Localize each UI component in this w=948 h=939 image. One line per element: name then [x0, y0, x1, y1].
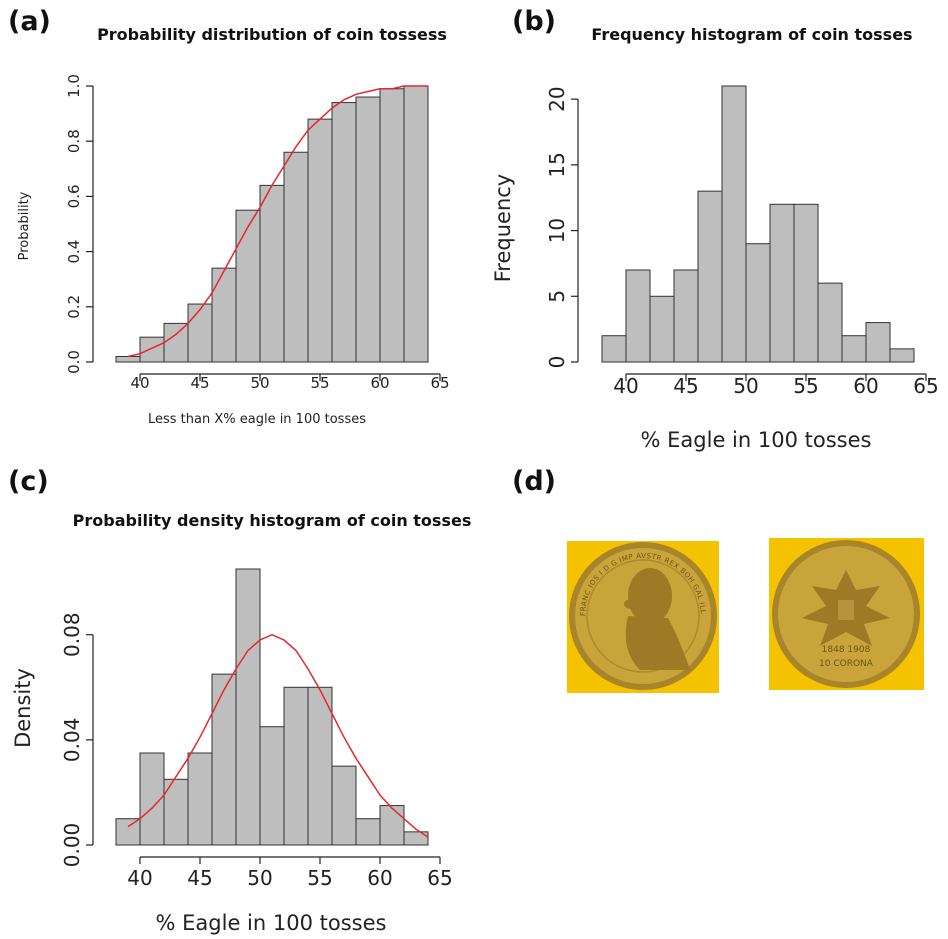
chart-a-x-tick-label: 40	[130, 374, 149, 392]
chart-a-bar	[235, 209, 261, 363]
chart-b-bar	[841, 335, 867, 363]
chart-a-x-tick-label: 50	[250, 374, 269, 392]
chart-b-bar	[625, 269, 651, 363]
chart-a-x-tick-label: 60	[370, 374, 389, 392]
chart-a-bar	[379, 88, 405, 363]
chart-a-y-tick-label: 1.0	[65, 74, 83, 98]
chart-b-y-tick-label: 20	[545, 86, 569, 111]
chart-c-fit-curve	[127, 633, 429, 838]
coin-portrait-icon	[624, 568, 690, 670]
chart-a-fit-curve	[127, 85, 428, 358]
chart-b-x-tick-label: 60	[853, 374, 878, 398]
chart-b-bar	[649, 295, 675, 363]
coin-right-image: 1848 1908 10 CORONA	[769, 538, 924, 690]
chart-a-bar	[259, 184, 285, 363]
chart-c-y-tick-label: 0.00	[60, 823, 84, 868]
chart-c-x-tick-label: 50	[247, 866, 272, 890]
chart-c-y-tick-label: 0.08	[60, 612, 84, 657]
chart-c-bar	[115, 818, 141, 846]
chart-c-x-tick-label: 45	[187, 866, 212, 890]
panel-label-c: (c)	[8, 466, 49, 497]
chart-c-density-histogram: Probability density histogram of coin to…	[11, 511, 471, 935]
chart-a-bar	[355, 96, 381, 363]
chart-b-bar	[865, 322, 891, 363]
chart-b-bar	[601, 335, 627, 363]
chart-a-title: Probability distribution of coin tossess	[97, 25, 447, 44]
chart-c-bar	[211, 673, 237, 846]
chart-c-bar	[331, 765, 357, 846]
chart-b-ylabel: Frequency	[491, 174, 515, 283]
chart-b-bar	[697, 190, 723, 363]
chart-c-bar	[403, 831, 429, 846]
chart-a-x-tick-label: 45	[190, 374, 209, 392]
chart-b-y-tick-label: 15	[545, 152, 569, 177]
chart-a-y-tick-label: 0.2	[65, 295, 83, 319]
chart-a-bar	[403, 85, 429, 363]
chart-b-bar	[745, 243, 771, 363]
panel-label-b: (b)	[512, 6, 556, 37]
chart-b-bar	[673, 269, 699, 363]
panel-label-a: (a)	[8, 6, 51, 37]
coin-left-inner-ring	[586, 559, 700, 673]
chart-c-x-tick-label: 55	[307, 866, 332, 890]
chart-a-x-tick-label: 65	[430, 374, 449, 392]
coin-right-years: 1848 1908	[822, 645, 871, 655]
chart-c-bar	[283, 686, 309, 846]
chart-b-y-tick-label: 0	[545, 356, 569, 369]
chart-a-y-tick-label: 0.8	[65, 129, 83, 153]
chart-a-y-tick-label: 0.0	[65, 350, 83, 374]
chart-a-bar	[331, 102, 357, 363]
chart-a-ylabel: Probability	[17, 191, 32, 260]
chart-a-bar	[163, 322, 189, 363]
chart-b-y-tick-label: 10	[545, 218, 569, 243]
chart-a-bar	[115, 355, 141, 363]
chart-c-x-tick-label: 65	[427, 866, 452, 890]
panel-label-d: (d)	[512, 466, 556, 497]
chart-b-frequency-histogram: Frequency histogram of coin tosses Frequ…	[491, 25, 939, 452]
chart-a-bar	[283, 151, 309, 363]
chart-b-x-tick-label: 65	[913, 374, 938, 398]
chart-c-bar	[259, 726, 285, 846]
chart-b-x-tick-label: 45	[673, 374, 698, 398]
chart-c-bar	[187, 752, 213, 846]
chart-c-xlabel: % Eagle in 100 tosses	[156, 911, 387, 935]
chart-b-xlabel: % Eagle in 100 tosses	[641, 428, 872, 452]
chart-b-bar	[793, 203, 819, 363]
chart-a-xlabel: Less than X% eagle in 100 tosses	[148, 412, 366, 427]
chart-a-probability-distribution: Probability distribution of coin tossess…	[17, 25, 450, 427]
chart-a-y-tick-label: 0.4	[65, 240, 83, 264]
chart-c-bar	[355, 818, 381, 846]
chart-c-x-tick-label: 40	[127, 866, 152, 890]
coin-eagle-icon	[802, 570, 890, 646]
chart-c-ylabel: Density	[11, 668, 35, 748]
chart-c-bar	[235, 568, 261, 846]
chart-c-bar	[379, 805, 405, 846]
chart-c-bar	[307, 686, 333, 846]
chart-a-bar	[211, 267, 237, 363]
chart-b-bar	[769, 203, 795, 363]
coin-right-denomination: 10 CORONA	[819, 659, 874, 669]
chart-c-x-tick-label: 60	[367, 866, 392, 890]
chart-a-bar	[187, 303, 213, 363]
chart-a-bar	[139, 336, 165, 363]
chart-b-bar	[889, 348, 915, 363]
chart-a-bar	[307, 118, 333, 363]
chart-b-x-tick-label: 40	[613, 374, 638, 398]
chart-a-y-tick-label: 0.6	[65, 184, 83, 208]
chart-c-title: Probability density histogram of coin to…	[73, 511, 472, 530]
chart-b-bar	[817, 282, 843, 363]
chart-b-bar	[721, 85, 747, 363]
chart-b-y-tick-label: 5	[545, 290, 569, 303]
chart-b-x-tick-label: 50	[733, 374, 758, 398]
chart-b-x-tick-label: 55	[793, 374, 818, 398]
chart-b-title: Frequency histogram of coin tosses	[591, 25, 912, 44]
chart-a-x-tick-label: 55	[310, 374, 329, 392]
chart-c-y-tick-label: 0.04	[60, 718, 84, 763]
